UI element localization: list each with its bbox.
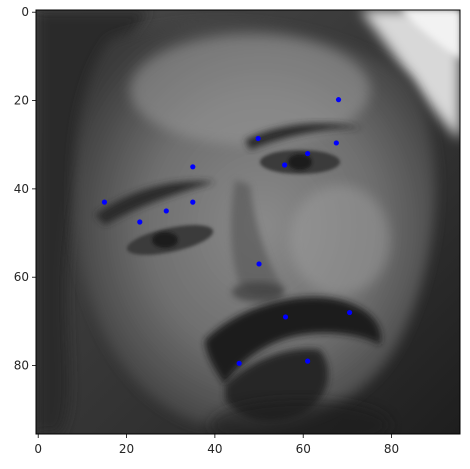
keypoint-marker-13: [282, 314, 289, 320]
face-photo: [36, 10, 460, 434]
keypoint-marker-10: [137, 219, 143, 225]
keypoint-marker-15: [236, 360, 242, 366]
keypoint-marker-8: [190, 199, 196, 205]
y-tick-label-80: 80: [14, 359, 29, 373]
y-tick-label-40: 40: [14, 182, 29, 196]
x-tick-label-20: 20: [119, 442, 134, 456]
y-tick-label-60: 60: [14, 270, 29, 284]
x-tick-label-40: 40: [207, 442, 222, 456]
y-tick-label-20: 20: [14, 94, 29, 108]
keypoint-marker-3: [333, 140, 339, 146]
keypoint-markers: [101, 97, 353, 366]
x-tick-label-80: 80: [384, 442, 399, 456]
keypoint-marker-5: [282, 162, 288, 168]
x-tick-label-60: 60: [296, 442, 311, 456]
x-axis: 0 20 40 60 80: [34, 434, 399, 456]
keypoint-marker-11: [256, 261, 262, 267]
keypoint-marker-4: [305, 150, 311, 157]
y-axis: 0 20 40 60 80: [14, 5, 36, 373]
y-tick-label-0: 0: [21, 5, 29, 19]
keypoint-marker-12: [346, 309, 353, 316]
keypoint-marker-14: [305, 358, 311, 364]
keypoint-marker-6: [190, 164, 196, 170]
x-tick-label-0: 0: [34, 442, 42, 456]
plot-frame: [35, 9, 461, 435]
keypoint-marker-7: [101, 199, 108, 205]
keypoint-marker-9: [163, 208, 169, 214]
keypoint-marker-2: [255, 135, 261, 142]
keypoint-marker-1: [335, 97, 342, 103]
